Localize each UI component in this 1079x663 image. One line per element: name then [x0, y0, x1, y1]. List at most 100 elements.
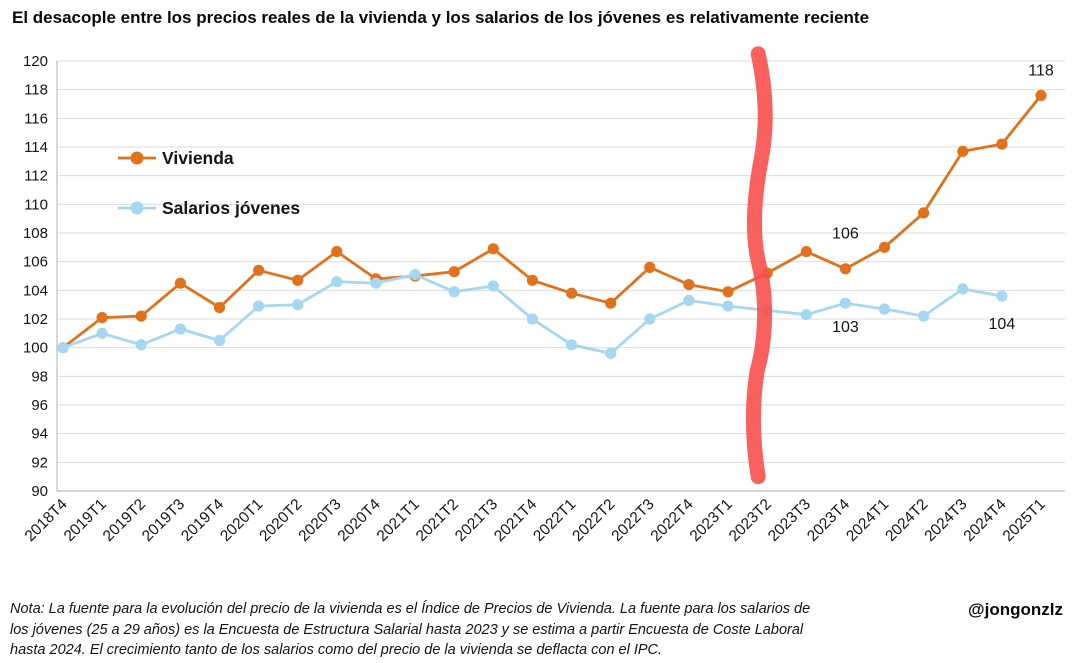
x-tick-label: 2023T4 [804, 496, 853, 545]
data-point-marker [722, 300, 734, 312]
y-tick-label: 94 [31, 426, 48, 443]
y-tick-label: 114 [24, 139, 48, 156]
data-point-marker [253, 300, 265, 312]
annotation-label: 103 [832, 319, 859, 336]
data-point-marker [683, 294, 695, 306]
x-tick-label: 2025T1 [1000, 496, 1049, 545]
data-point-marker [174, 277, 186, 289]
series-line-vivienda [61, 94, 1043, 350]
y-tick-label: 120 [23, 53, 48, 70]
y-tick-label: 96 [31, 397, 48, 414]
x-tick-label: 2023T1 [687, 496, 736, 545]
annotation-label: 106 [832, 226, 859, 243]
y-tick-label: 102 [23, 311, 48, 328]
data-point-marker [487, 243, 499, 255]
legend-marker [130, 201, 144, 215]
data-point-marker [253, 264, 265, 276]
x-tick-label: 2024T4 [961, 496, 1010, 545]
data-point-marker [57, 342, 69, 354]
data-point-marker [605, 297, 617, 309]
data-point-marker [409, 269, 421, 281]
y-tick-label: 110 [24, 196, 48, 213]
x-tick-label: 2024T3 [921, 496, 970, 545]
series-salarios-j-venes [57, 269, 1008, 359]
data-point-marker [448, 266, 460, 278]
y-tick-label: 100 [23, 340, 48, 357]
data-point-marker [566, 287, 578, 299]
y-tick-label: 108 [23, 225, 48, 242]
data-point-marker [957, 145, 969, 157]
data-point-marker [839, 263, 852, 275]
data-point-marker [292, 299, 304, 311]
data-point-marker [918, 310, 930, 322]
y-tick-label: 98 [31, 368, 48, 385]
x-tick-label: 2022T2 [569, 496, 618, 545]
y-tick-label: 112 [24, 168, 48, 185]
data-point-marker [213, 334, 226, 347]
x-tick-label: 2019T4 [178, 496, 227, 545]
data-point-marker [331, 276, 343, 288]
line-chart: 90 92 94 96 98 100 102 104 106 108 110 112 114 116 118… [10, 34, 1079, 579]
x-tick-label: 2020T2 [256, 496, 305, 545]
chart-footer: Nota: La fuente para la evolución del pr… [10, 599, 1079, 661]
x-tick-label: 2020T1 [217, 496, 266, 545]
legend-label: Salarios jóvenes [162, 198, 300, 218]
data-point-marker [174, 323, 186, 335]
series-vivienda [57, 89, 1047, 354]
data-point-marker [800, 309, 812, 321]
y-tick-label: 116 [24, 110, 48, 127]
x-tick-label: 2019T2 [100, 496, 149, 545]
data-point-marker [605, 347, 617, 359]
x-tick-label: 2023T2 [726, 496, 775, 545]
highlight-stroke [745, 46, 773, 485]
data-point-marker [487, 280, 499, 292]
annotations: 118 106 103 104 [832, 62, 1054, 336]
annotation-label: 104 [989, 316, 1016, 333]
data-point-marker [839, 297, 852, 309]
data-point-marker [878, 303, 891, 315]
x-tick-label: 2024T1 [843, 496, 892, 545]
data-point-marker [526, 274, 539, 286]
x-tick-label: 2021T1 [374, 496, 423, 545]
legend-item-vivienda: Vivienda [118, 148, 234, 168]
y-tick-label: 106 [23, 254, 48, 271]
x-tick-label: 2021T4 [491, 496, 540, 545]
data-point-marker [213, 301, 226, 314]
x-tick-label: 2023T3 [765, 496, 814, 545]
source-note: Nota: La fuente para la evolución del pr… [10, 601, 811, 659]
y-axis: 90 92 94 96 98 100 102 104 106 108 110 112 114 116 118… [23, 53, 48, 500]
x-tick-label: 2022T4 [648, 496, 697, 545]
legend-item-salarios-j-venes: Salarios jóvenes [118, 198, 300, 218]
x-tick-label: 2019T3 [139, 496, 188, 545]
author-credit: @jongonzlz [968, 600, 1063, 619]
data-point-marker [683, 279, 695, 291]
x-tick-label: 2021T2 [413, 496, 462, 545]
x-tick-label: 2024T2 [882, 496, 931, 545]
data-point-marker [292, 274, 304, 286]
x-tick-label: 2020T3 [295, 496, 344, 545]
data-point-marker [96, 312, 108, 324]
legend: Vivienda Salarios jóvenes [118, 148, 300, 218]
x-tick-label: 2022T3 [608, 496, 657, 545]
data-point-marker [1035, 89, 1047, 101]
x-tick-label: 2019T1 [61, 496, 110, 545]
y-tick-label: 104 [23, 282, 48, 299]
data-point-marker [644, 261, 656, 273]
data-point-marker [566, 339, 578, 351]
data-point-marker [370, 277, 382, 289]
legend-marker [130, 151, 144, 165]
y-tick-label: 90 [31, 483, 48, 500]
data-point-marker [96, 327, 108, 339]
data-point-marker [957, 283, 969, 295]
data-point-marker [722, 286, 734, 298]
annotation-label: 118 [1028, 62, 1054, 79]
data-point-marker [448, 286, 460, 298]
data-point-marker [996, 138, 1008, 150]
x-tick-label: 2022T1 [530, 496, 579, 545]
data-point-marker [800, 246, 812, 258]
data-point-marker [918, 207, 930, 219]
data-point-marker [526, 313, 539, 325]
data-point-marker [135, 339, 147, 351]
gridlines [57, 60, 1065, 492]
